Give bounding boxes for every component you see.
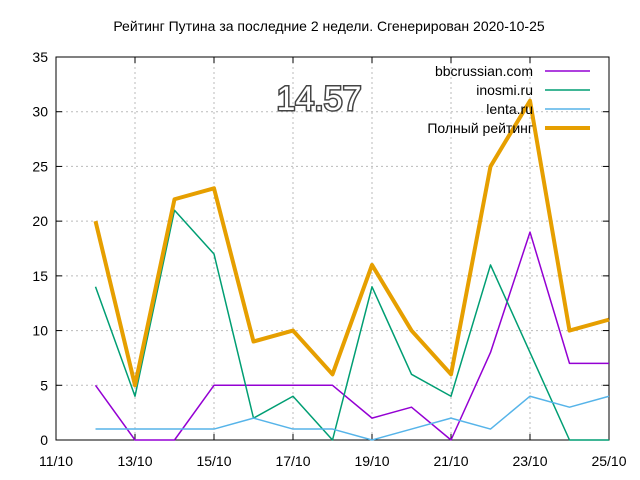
legend-label: Полный рейтинг (427, 120, 533, 136)
y-tick-label: 30 (32, 104, 48, 120)
y-tick-label: 25 (32, 158, 48, 174)
y-axis: 0 5 10 15 20 25 30 35 (32, 49, 609, 448)
y-tick-label: 5 (40, 377, 48, 393)
y-tick-label: 0 (40, 432, 48, 448)
x-tick-label: 19/10 (354, 453, 389, 469)
y-tick-label: 35 (32, 49, 48, 65)
rating-value: 14.57 (276, 80, 361, 118)
y-tick-label: 10 (32, 323, 48, 339)
legend-label: bbcrussian.com (435, 63, 533, 79)
x-tick-label: 11/10 (39, 453, 73, 469)
legend-label: inosmi.ru (476, 82, 533, 98)
y-tick-label: 20 (32, 213, 48, 229)
x-tick-label: 15/10 (196, 453, 231, 469)
x-tick-label: 13/10 (117, 453, 152, 469)
chart-title: Рейтинг Путина за последние 2 недели. Сг… (113, 18, 545, 34)
x-tick-label: 23/10 (512, 453, 547, 469)
series-lines (93, 98, 610, 441)
x-tick-label: 17/10 (275, 453, 310, 469)
grid (56, 57, 609, 440)
series-line-3 (93, 98, 610, 388)
legend: bbcrussian.com inosmi.ru lenta.ru Полный ре… (427, 63, 590, 136)
series-line-0 (94, 231, 609, 441)
y-tick-label: 15 (32, 268, 48, 284)
series-line-1 (94, 209, 609, 441)
x-axis: 11/10 13/10 15/10 17/10 19/10 21/10 23/10 25/10 (39, 57, 627, 469)
legend-label: lenta.ru (486, 101, 533, 117)
series-line-2 (95, 395, 610, 441)
x-tick-label: 25/10 (591, 453, 626, 469)
x-tick-label: 21/10 (433, 453, 468, 469)
